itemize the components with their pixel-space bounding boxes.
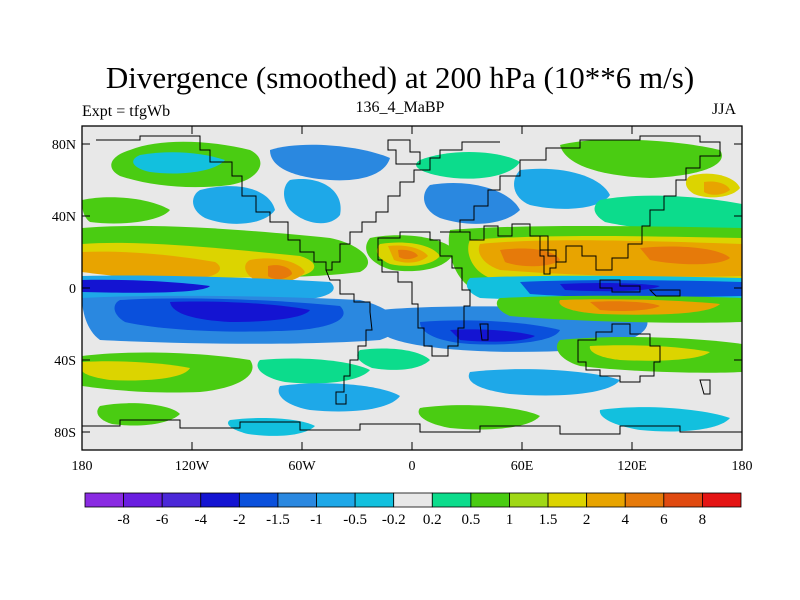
colorbar-swatch [509, 492, 549, 508]
run-label: 136_4_MaBP [355, 99, 445, 116]
colorbar-label: -0.5 [343, 512, 367, 528]
coast-greenland [387, 139, 421, 165]
coast-antarctica [82, 419, 742, 435]
colorbar-label: 6 [660, 512, 668, 528]
coast-australia [577, 323, 661, 383]
colorbar-label: 2 [583, 512, 591, 528]
season-label: JJA [712, 101, 737, 118]
field-sind-blue-darker [450, 329, 535, 342]
colorbar-label: 0.5 [462, 512, 481, 528]
field-smid-blue-1 [278, 383, 400, 412]
field-north-green-5 [594, 195, 742, 232]
lat-tick-label: 80N [52, 138, 76, 153]
colorbar-swatch [547, 492, 588, 508]
map-title: Divergence (smoothed) at 200 hPa (10**6 … [105, 60, 695, 95]
field-north-cyan [133, 152, 225, 174]
coast-madagascar [479, 323, 489, 341]
lon-tick-label: 120E [617, 459, 647, 474]
lon-tick-label: 180 [732, 459, 753, 474]
colorbar-swatch [702, 492, 742, 508]
field-ntrop-orange [82, 251, 220, 279]
field-north-green-3 [560, 139, 722, 178]
field-africa-red [398, 249, 418, 260]
colorbar-swatch [161, 492, 202, 508]
field-eq-neg-pacific-2 [82, 279, 210, 293]
lat-tick-label: 40S [54, 354, 76, 369]
colorbar-label: -1 [310, 512, 323, 528]
colorbar-swatch [354, 492, 395, 508]
colorbar-label: 8 [699, 512, 707, 528]
field-asia-red-1 [500, 248, 560, 267]
lon-tick-label: 0 [409, 459, 416, 474]
field-north-green-2 [416, 151, 520, 179]
colorbar-swatch [624, 492, 665, 508]
coast-north-america [96, 135, 500, 271]
colorbar-swatch [431, 492, 472, 508]
coast-south-america [325, 269, 373, 405]
lon-tick-label: 60E [511, 459, 534, 474]
coastlines [82, 135, 742, 435]
field-strop-dark [170, 301, 310, 322]
latitude-axis: 80N 40N 0 40S 80S [52, 138, 742, 441]
coast-indonesia [599, 279, 681, 297]
field-eq-neg-indo-dark [560, 282, 660, 292]
colorbar-swatch [470, 492, 510, 508]
colorbar-label: -1.5 [266, 512, 290, 528]
colorbar-swatch [238, 492, 279, 508]
colorbar-label: 1 [506, 512, 514, 528]
colorbar-label: -0.2 [382, 512, 406, 528]
field-smid-blue-2 [468, 369, 620, 396]
field-smid-yellow-2 [589, 345, 710, 361]
colorbar-label: 0.2 [423, 512, 442, 528]
colorbar-swatch [84, 492, 124, 508]
coast-new-zealand [699, 379, 711, 395]
colorbar: -8 -6 -4 -2 -1.5 -1 -0.5 -0.2 0.2 0.5 1 1.5 2 4 6 8 [84, 492, 742, 528]
divergence-field [82, 126, 742, 450]
colorbar-swatch [200, 492, 240, 508]
colorbar-label: 1.5 [539, 512, 558, 528]
field-sindo-pos-red [590, 301, 660, 311]
lat-tick-label: 0 [69, 282, 76, 297]
field-south-cyan-1 [599, 407, 730, 432]
colorbar-label: -2 [233, 512, 246, 528]
field-north-blue-1 [270, 144, 390, 181]
colorbar-label: -6 [156, 512, 169, 528]
longitude-axis: 180 120W 60W 0 60E 120E 180 [72, 126, 753, 474]
lat-tick-label: 40N [52, 210, 76, 225]
coast-africa [377, 231, 471, 357]
colorbar-swatch [663, 492, 703, 508]
coast-eurasia [440, 135, 721, 271]
field-north-blue-2 [284, 179, 341, 224]
lat-tick-label: 80S [54, 426, 76, 441]
field-north-blue-4 [424, 182, 520, 224]
colorbar-label: -4 [195, 512, 208, 528]
field-smid-yellow-1 [82, 361, 190, 381]
lon-tick-label: 180 [72, 459, 93, 474]
lon-tick-label: 60W [288, 459, 316, 474]
field-north-orange [704, 181, 730, 195]
colorbar-swatch [586, 492, 626, 508]
field-smid-green-2 [257, 358, 370, 384]
field-smid-green-4 [357, 348, 430, 370]
colorbar-label: -8 [117, 512, 130, 528]
lon-tick-label: 120W [175, 459, 210, 474]
colorbar-swatch [393, 492, 433, 508]
field-north-blue-5 [514, 168, 610, 209]
field-asia-red-2 [640, 246, 730, 265]
field-south-green-2 [418, 405, 540, 430]
colorbar-swatch [316, 492, 356, 508]
colorbar-swatch [277, 492, 317, 508]
coast-india [539, 235, 557, 275]
field-ntrop-red [268, 265, 292, 280]
colorbar-label: 4 [621, 512, 629, 528]
experiment-label: Expt = tfgWb [82, 103, 171, 120]
field-north-green-4 [82, 197, 170, 224]
colorbar-swatch [123, 492, 163, 508]
